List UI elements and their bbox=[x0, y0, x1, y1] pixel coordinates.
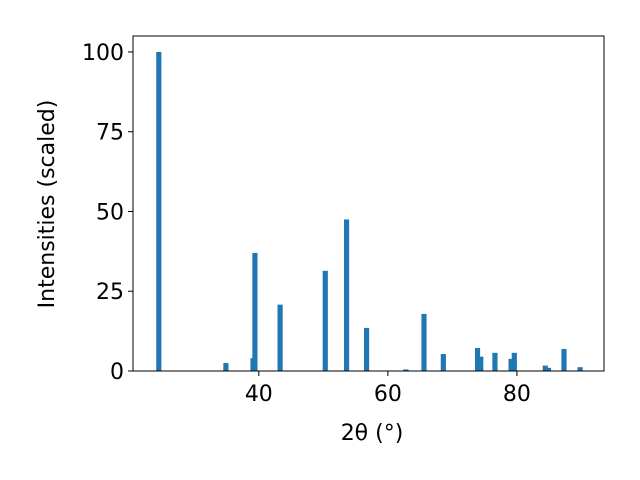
x-tick-label: 80 bbox=[503, 382, 531, 407]
bar bbox=[492, 352, 498, 371]
bar bbox=[223, 363, 229, 371]
bar bbox=[511, 352, 517, 371]
plot-frame bbox=[132, 35, 605, 372]
y-tick-label: 100 bbox=[82, 41, 124, 66]
bar bbox=[508, 358, 514, 371]
bar bbox=[252, 252, 258, 371]
y-tick-label: 25 bbox=[96, 280, 124, 305]
bar bbox=[343, 219, 350, 371]
x-tick-label: 40 bbox=[245, 382, 273, 407]
bar bbox=[277, 304, 283, 371]
bar bbox=[545, 367, 552, 371]
x-axis-label: 2θ (°) bbox=[341, 421, 404, 446]
x-tick-label: 60 bbox=[374, 382, 402, 407]
bar bbox=[421, 313, 427, 371]
bar bbox=[156, 51, 162, 371]
bar bbox=[474, 348, 481, 371]
bar bbox=[363, 327, 370, 371]
y-tick-label: 75 bbox=[96, 121, 124, 146]
bar bbox=[542, 365, 548, 371]
bar bbox=[577, 367, 583, 371]
bar bbox=[403, 369, 409, 371]
y-tick-label: 0 bbox=[110, 360, 124, 385]
bar bbox=[561, 348, 567, 371]
y-tick-label: 50 bbox=[96, 200, 124, 225]
bar bbox=[440, 354, 446, 371]
bar bbox=[322, 270, 328, 371]
y-axis-label: Intensities (scaled) bbox=[35, 100, 60, 309]
bar bbox=[478, 356, 484, 371]
